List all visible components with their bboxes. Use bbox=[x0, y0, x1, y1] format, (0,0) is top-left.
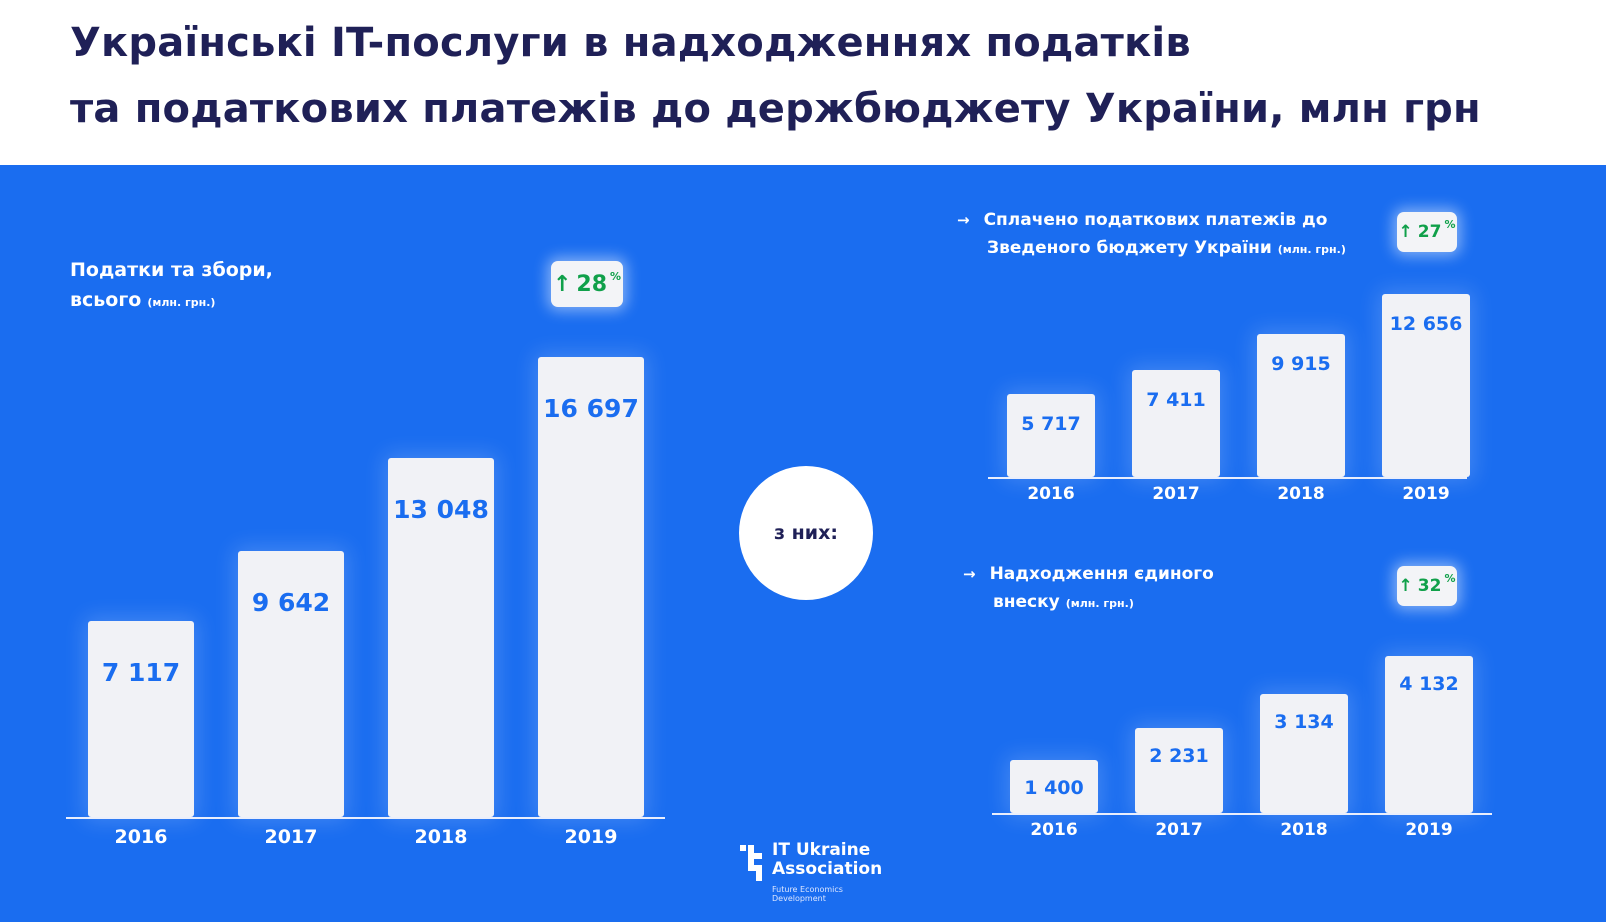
bar-value-label: 12 656 bbox=[1389, 313, 1463, 335]
chart-baseline bbox=[992, 813, 1492, 815]
growth-badge-payments: ↑ 27% bbox=[1397, 212, 1457, 252]
growth-unit: % bbox=[1444, 218, 1456, 231]
bar-value-label: 7 117 bbox=[101, 658, 181, 687]
logo-tagline-line2: Development bbox=[772, 894, 826, 903]
growth-unit: % bbox=[610, 270, 622, 283]
bar-2017 bbox=[1132, 370, 1220, 477]
bar-2016 bbox=[1007, 394, 1095, 477]
bar-2017 bbox=[238, 551, 344, 817]
bar-2016 bbox=[1010, 760, 1098, 813]
chart-payments-unit: (млн. грн.) bbox=[1277, 243, 1346, 256]
bar-value-label: 7 411 bbox=[1146, 389, 1206, 411]
bar-value-label: 9 915 bbox=[1271, 353, 1331, 375]
bar-value-label: 13 048 bbox=[393, 495, 489, 524]
bar-value-label: 4 132 bbox=[1399, 673, 1459, 695]
page-title-line-2: та податкових платежів до держбюджету Ук… bbox=[70, 86, 1481, 132]
x-tick-label: 2017 bbox=[1152, 484, 1200, 504]
chart-payments-title-line1: → Сплачено податкових платежів до bbox=[957, 210, 1328, 230]
x-tick-label: 2018 bbox=[414, 826, 468, 848]
growth-value: 32 bbox=[1417, 576, 1442, 596]
growth-value: 27 bbox=[1417, 222, 1442, 242]
bar-2017 bbox=[1135, 728, 1223, 813]
x-tick-label: 2016 bbox=[114, 826, 168, 848]
logo-name: IT Ukraine Association bbox=[772, 841, 882, 879]
bar-value-label: 3 134 bbox=[1274, 711, 1334, 733]
logo-tagline-line1: Future Economics bbox=[772, 885, 843, 894]
bar-value-label: 5 717 bbox=[1021, 413, 1081, 435]
bar-2019 bbox=[1385, 656, 1473, 813]
bar-2019 bbox=[1382, 294, 1470, 477]
chart-total-title-line2: всього (млн. грн.) bbox=[70, 289, 216, 311]
bar-2018 bbox=[388, 458, 494, 817]
connector-label: з них: bbox=[774, 522, 838, 544]
it-ukraine-logo-icon bbox=[740, 845, 762, 881]
x-tick-label: 2018 bbox=[1277, 484, 1325, 504]
bar-value-label: 2 231 bbox=[1149, 745, 1209, 767]
chart-total-title-line1: Податки та збори, bbox=[70, 259, 273, 281]
growth-value: 28 bbox=[576, 271, 608, 297]
chart-contribution-unit: (млн. грн.) bbox=[1065, 597, 1134, 610]
bar-2016 bbox=[88, 621, 194, 817]
x-tick-label: 2019 bbox=[564, 826, 618, 848]
logo-tagline: Future Economics Development bbox=[772, 885, 843, 903]
arrow-right-icon: → bbox=[957, 211, 970, 229]
chart-contribution-title-line1: → Надходження єдиного bbox=[963, 564, 1214, 584]
arrow-right-icon: → bbox=[963, 565, 976, 583]
chart-total-unit: (млн. грн.) bbox=[147, 296, 216, 309]
x-tick-label: 2019 bbox=[1405, 820, 1453, 840]
x-tick-label: 2018 bbox=[1280, 820, 1328, 840]
connector-circle: з них: bbox=[739, 466, 873, 600]
x-tick-label: 2016 bbox=[1027, 484, 1075, 504]
arrow-up-icon: ↑ bbox=[552, 271, 572, 297]
x-tick-label: 2017 bbox=[264, 826, 318, 848]
chart-baseline bbox=[66, 817, 665, 819]
bar-2018 bbox=[1257, 334, 1345, 477]
page-title-line-1: Українські IT-послуги в надходженнях под… bbox=[70, 20, 1191, 66]
logo-name-line1: IT Ukraine bbox=[772, 840, 871, 860]
x-tick-label: 2017 bbox=[1155, 820, 1203, 840]
logo-name-line2: Association bbox=[772, 859, 883, 879]
x-tick-label: 2019 bbox=[1402, 484, 1450, 504]
chart-contribution-title-line2: внеску (млн. грн.) bbox=[993, 592, 1134, 612]
growth-badge-total: ↑ 28% bbox=[551, 261, 623, 307]
chart-total-title: Податки та збори, всього (млн. грн.) bbox=[70, 255, 273, 318]
chart-payments-title-line2: Зведеного бюджету України (млн. грн.) bbox=[987, 238, 1346, 258]
bar-value-label: 9 642 bbox=[251, 588, 331, 617]
growth-unit: % bbox=[1444, 572, 1456, 585]
x-tick-label: 2016 bbox=[1030, 820, 1078, 840]
bar-2018 bbox=[1260, 694, 1348, 813]
arrow-up-icon: ↑ bbox=[1398, 576, 1413, 596]
growth-badge-contribution: ↑ 32% bbox=[1397, 566, 1457, 606]
chart-baseline bbox=[988, 477, 1467, 479]
arrow-up-icon: ↑ bbox=[1398, 222, 1413, 242]
header: Українські IT-послуги в надходженнях под… bbox=[0, 0, 1606, 165]
bar-value-label: 1 400 bbox=[1024, 777, 1084, 799]
bar-value-label: 16 697 bbox=[543, 394, 639, 423]
chart-contribution-title: → Надходження єдиного внеску (млн. грн.) bbox=[963, 560, 1214, 618]
chart-payments-title: → Сплачено податкових платежів до Зведено… bbox=[957, 206, 1346, 264]
bar-2019 bbox=[538, 357, 644, 817]
